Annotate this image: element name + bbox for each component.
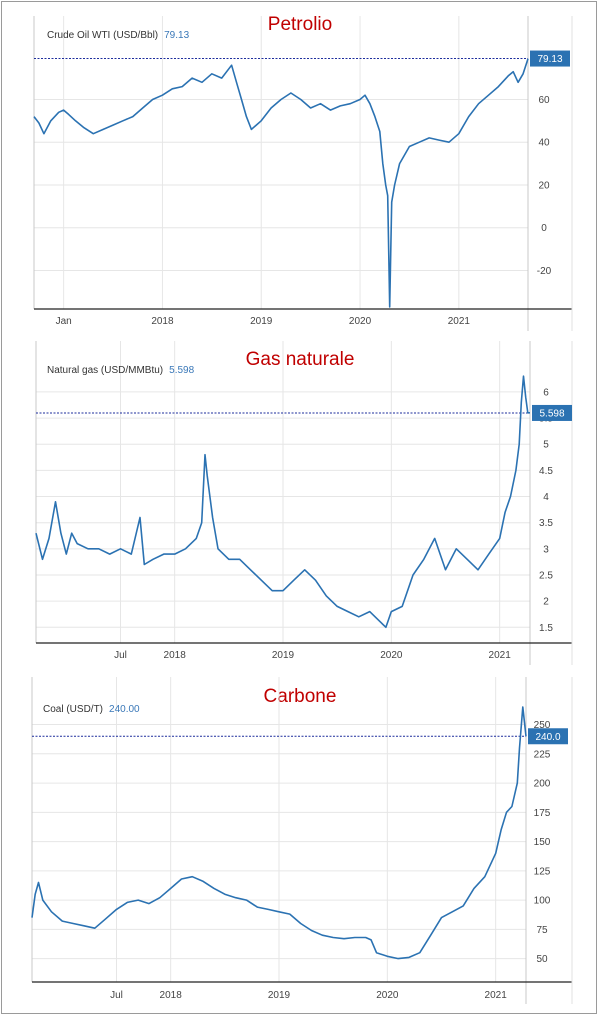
coal-y-tick-label: 50 xyxy=(536,954,548,965)
oil-y-tick-label: -20 xyxy=(537,266,552,277)
oil-value-badge-text: 79.13 xyxy=(537,54,562,65)
gas-y-tick-label: 4.5 xyxy=(539,466,553,477)
coal-chart-panel: Carbone 50 75 100 125 150 175 200 225 250 Jul 2018… xyxy=(0,677,600,1017)
coal-y-tick-label: 250 xyxy=(534,720,551,731)
gas-y-tick-label: 1.5 xyxy=(539,623,553,634)
oil-x-tick-label: 2018 xyxy=(151,316,174,327)
oil-chart-title: Petrolio xyxy=(267,14,333,35)
coal-x-tick-label: 2018 xyxy=(160,990,183,1001)
coal-chart-svg: 50 75 100 125 150 175 200 225 250 Jul 2018 2019 2020… xyxy=(31,677,573,1004)
oil-y-tick-label: 20 xyxy=(538,180,550,191)
coal-x-tick-label: 2021 xyxy=(485,990,508,1001)
oil-series-line xyxy=(33,58,529,308)
gas-chart-svg: 1.522.533.544.555.56Jul20182019202020215… xyxy=(35,341,573,665)
oil-x-tick-label: 2019 xyxy=(250,316,273,327)
gas-x-tick-label: 2018 xyxy=(164,650,187,661)
oil-chart-svg: -20 0 20 40 60 Jan 2018 2019 2020 2021 79.13 xyxy=(33,16,573,331)
gas-y-tick-label: 3.5 xyxy=(539,518,553,529)
oil-current-value: 79.13 xyxy=(164,30,190,41)
gas-y-tick-label: 5 xyxy=(543,440,549,451)
coal-value-badge xyxy=(528,728,568,745)
coal-y-tick-label: 175 xyxy=(534,808,551,819)
oil-series-label-row: Crude Oil WTI (USD/Bbl) 79.13 xyxy=(47,30,189,41)
coal-y-tick-label: 75 xyxy=(536,925,548,936)
oil-y-tick-label: 0 xyxy=(541,223,547,234)
gas-y-tick-label: 2 xyxy=(543,597,549,608)
gas-chart-title: Gas naturale xyxy=(245,349,355,370)
coal-y-tick-label: 225 xyxy=(534,749,551,760)
oil-y-tick-label: 60 xyxy=(538,95,550,106)
oil-y-tick-label: 40 xyxy=(538,138,550,149)
gas-current-value: 5.598 xyxy=(169,365,195,376)
oil-x-tick-label: 2021 xyxy=(448,316,471,327)
gas-series-label-row: Natural gas (USD/MMBtu) 5.598 xyxy=(47,365,194,376)
gas-value-badge-text: 5.598 xyxy=(539,408,564,419)
coal-series-label: Coal (USD/T) xyxy=(43,704,104,715)
coal-y-tick-label: 150 xyxy=(534,837,551,848)
gas-series-line xyxy=(35,375,530,629)
gas-series-label: Natural gas (USD/MMBtu) xyxy=(47,365,164,376)
oil-series-label: Crude Oil WTI (USD/Bbl) xyxy=(47,30,159,41)
gas-chart-panel: Gas naturale 1.522.533.544.555.56Jul2018… xyxy=(0,340,600,680)
coal-x-tick-label: 2019 xyxy=(268,990,291,1001)
oil-x-tick-label: 2020 xyxy=(349,316,372,327)
oil-value-badge xyxy=(530,50,570,67)
coal-x-tick-label: Jul xyxy=(110,990,123,1001)
coal-series-line xyxy=(31,706,527,960)
gas-x-tick-label: Jul xyxy=(114,650,127,661)
oil-x-tick-label: Jan xyxy=(56,316,72,327)
gas-value-badge xyxy=(532,404,572,421)
gas-x-tick-label: 2021 xyxy=(489,650,512,661)
coal-y-tick-label: 200 xyxy=(534,779,551,790)
gas-y-tick-label: 3 xyxy=(543,544,549,555)
gas-y-tick-label: 6 xyxy=(543,387,549,398)
oil-chart-panel: Petrolio -20 0 20 40 60 Jan 2018 2019 2020 2021 79… xyxy=(0,0,600,340)
coal-series-label-row: Coal (USD/T) 240.00 xyxy=(43,704,140,715)
gas-y-tick-label: 2.5 xyxy=(539,571,553,582)
coal-chart-title: Carbone xyxy=(263,686,337,707)
coal-y-tick-label: 100 xyxy=(534,896,551,907)
coal-value-badge-text: 240.0 xyxy=(535,732,560,743)
gas-x-tick-label: 2019 xyxy=(272,650,295,661)
gas-y-tick-label: 4 xyxy=(543,492,549,503)
coal-current-value: 240.00 xyxy=(109,704,140,715)
coal-y-tick-label: 125 xyxy=(534,866,551,877)
coal-x-tick-label: 2020 xyxy=(376,990,399,1001)
gas-x-tick-label: 2020 xyxy=(380,650,403,661)
